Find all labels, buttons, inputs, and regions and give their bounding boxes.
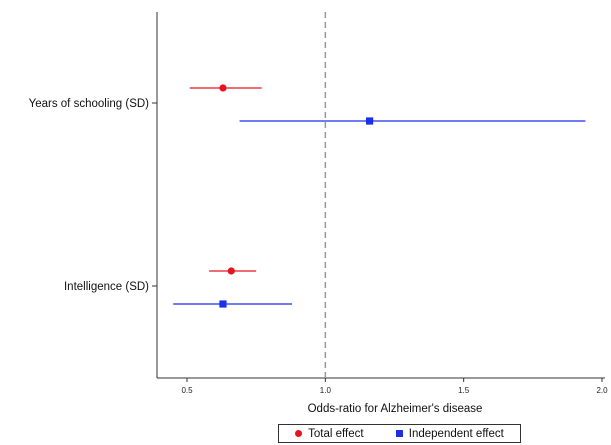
point-estimate-square: [219, 300, 227, 308]
category-label: Years of schooling (SD): [29, 98, 150, 110]
legend: Total effect Independent effect: [278, 424, 521, 443]
point-estimate-square: [366, 117, 374, 125]
legend-marker-square-icon: [395, 430, 403, 437]
plot-axes: 0.5 1.0 1.5 2.0 Years of schooling (SD) Intel…: [29, 12, 608, 395]
legend-marker-circle-icon: [295, 430, 303, 437]
legend-label: Independent effect: [408, 427, 504, 440]
x-tick-label: 2.0: [596, 386, 608, 395]
x-tick-label: 1.0: [320, 386, 332, 395]
plot-marks: [173, 84, 586, 308]
x-tick-label: 0.5: [181, 386, 193, 395]
point-estimate-circle: [219, 84, 227, 92]
point-estimate-circle: [227, 267, 235, 275]
legend-item-independent-effect: Independent effect: [395, 427, 504, 440]
legend-item-total-effect: Total effect: [295, 427, 364, 440]
legend-label: Total effect: [308, 427, 364, 440]
x-axis-title: Odds-ratio for Alzheimer's disease: [308, 403, 483, 415]
category-label: Intelligence (SD): [64, 281, 149, 293]
x-tick-label: 1.5: [458, 386, 470, 395]
